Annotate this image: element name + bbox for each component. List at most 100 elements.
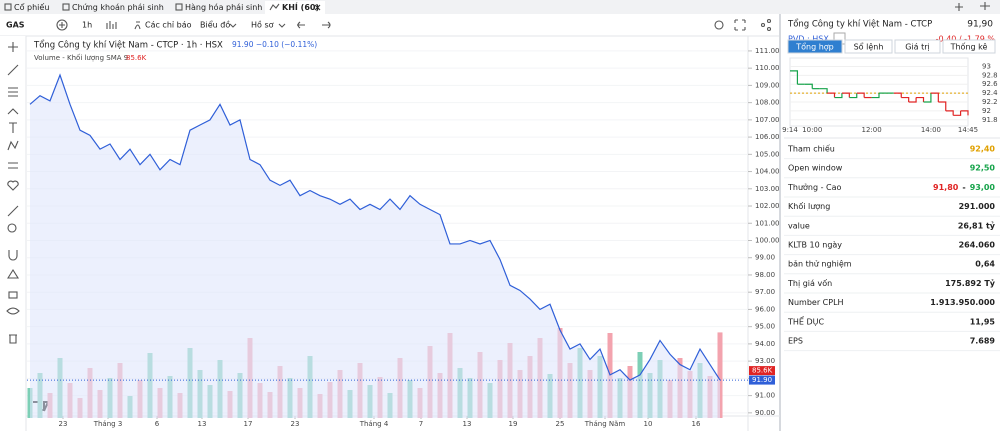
x-tick-label: 17 <box>244 420 253 428</box>
info-tab[interactable] <box>942 39 996 54</box>
mini-x-tick-label: 9:14 <box>782 126 798 134</box>
mini-line-segment <box>819 88 828 94</box>
y-tick-label: 99.00 <box>755 254 775 262</box>
y-tick-label: 97.00 <box>755 288 775 296</box>
mini-line-segment <box>893 92 902 98</box>
y-tick-label: 111.00 <box>755 47 780 55</box>
y-tick-label: 108.00 <box>755 99 780 107</box>
volume-label: 85.6K <box>752 367 773 375</box>
x-tick-label: Tháng Năm <box>584 420 626 428</box>
mini-line-segment <box>804 83 813 89</box>
volume-label-box <box>749 366 775 376</box>
indicator-value: 85.6K <box>126 54 147 62</box>
y-tick-label: 109.00 <box>755 81 780 89</box>
y-tick-label: 104.00 <box>755 168 780 176</box>
mini-line-segment <box>790 70 799 85</box>
row-value: 93,00 <box>970 183 996 192</box>
interval-button[interactable]: 1h <box>82 21 92 30</box>
info-tab-label[interactable]: Sổ lệnh <box>854 42 884 52</box>
y-tick-label: 106.00 <box>755 133 780 141</box>
ticker: PVD : HSX <box>788 35 829 44</box>
info-tab[interactable] <box>894 39 941 54</box>
mini-line-segment <box>841 92 850 98</box>
x-tick-label: 10 <box>644 420 653 428</box>
info-tab-label[interactable]: Giá trị <box>905 43 930 53</box>
row-label: EPS <box>788 337 803 346</box>
x-tick-label: Tháng 4 <box>359 420 389 428</box>
x-tick-label: 6 <box>155 420 160 428</box>
row-value: 92,50 <box>970 164 996 173</box>
mini-line-segment <box>930 92 939 102</box>
price-legend: 91.90 −0.10 (−0.11%) <box>232 40 317 49</box>
y-tick-label: 105.00 <box>755 150 780 158</box>
y-tick-label: 98.00 <box>755 271 775 279</box>
info-panel <box>781 14 1000 431</box>
toolbar-icons <box>56 18 772 32</box>
mini-line-segment <box>960 110 969 116</box>
row-label: THỂ DỤC <box>787 314 825 326</box>
mini-line-segment <box>908 97 917 103</box>
y-tick-label: 102.00 <box>755 202 780 210</box>
row-value: 291.000 <box>959 202 996 211</box>
y-tick-label: 90.00 <box>755 409 775 417</box>
row-label: Tham chiếu <box>787 144 835 154</box>
mini-line-segment <box>923 93 932 103</box>
toolbar <box>0 14 780 36</box>
x-tick-label: 16 <box>692 420 701 428</box>
row-label: KLTB 10 ngày <box>788 241 842 250</box>
mini-line-segment <box>871 93 880 99</box>
mini-y-tick-label: 92.2 <box>982 98 998 106</box>
price-label-box <box>749 375 775 385</box>
mini-x-tick-label: 14:00 <box>921 126 941 134</box>
tool-sidebar <box>0 36 26 431</box>
info-tab[interactable] <box>787 39 843 54</box>
chart-type-button[interactable]: Biểu đồ <box>200 20 230 30</box>
x-tick-label: 13 <box>463 420 472 428</box>
row-value: 92,40 <box>970 145 996 154</box>
active-tab <box>265 1 325 14</box>
row-label: Thưởng - Cao <box>787 182 842 192</box>
y-tick-label: 110.00 <box>755 64 780 72</box>
tab[interactable]: Hàng hóa phái sinh <box>185 2 262 12</box>
mini-line-segment <box>834 93 843 99</box>
profile-button[interactable]: Hồ sơ <box>251 20 274 30</box>
row-label: Thị giá vốn <box>787 278 832 289</box>
drawing-tools[interactable] <box>6 42 20 344</box>
row-label: Number CPLH <box>788 298 844 307</box>
row-value: - <box>962 183 965 192</box>
mini-x-tick-label: 14:45 <box>958 126 978 134</box>
info-tab-label[interactable]: Tổng hợp <box>795 42 834 52</box>
row-label: bản thử nghiệm <box>788 259 852 269</box>
tab-bar <box>0 0 1000 14</box>
mini-line-segment <box>916 96 925 102</box>
x-tick-label: 13 <box>198 420 207 428</box>
mini-y-tick-label: 92.4 <box>982 89 998 97</box>
mini-line-segment <box>849 93 858 99</box>
mini-chart-frame <box>789 57 969 127</box>
tab[interactable]: Cổ phiếu <box>14 2 49 12</box>
mini-line-segment <box>945 110 954 116</box>
tab[interactable]: KHÍ (60) <box>282 1 319 12</box>
indicators-button[interactable]: Các chỉ báo <box>145 20 192 30</box>
mini-line-segment <box>856 92 865 98</box>
indicator-name: Volume - Khối lượng SMA 9 <box>34 54 128 62</box>
mini-y-tick-label: 92 <box>982 107 991 115</box>
row-label: Open window <box>788 164 843 173</box>
tab[interactable]: Chứng khoán phái sinh <box>72 3 164 12</box>
info-tab-label[interactable]: Thống kê <box>950 42 988 52</box>
symbol[interactable]: GAS <box>6 21 25 30</box>
row-value: 26,81 tỷ <box>958 220 996 230</box>
company-name: Tổng Công ty khí Việt Nam - CTCP <box>787 19 932 30</box>
chart-title: Tổng Công ty khí Việt Nam - CTCP · 1h · … <box>33 40 223 51</box>
mini-y-tick-label: 92.6 <box>982 80 998 88</box>
info-tab[interactable] <box>844 39 893 54</box>
mini-y-tick-label: 93 <box>982 62 991 70</box>
y-tick-label: 107.00 <box>755 116 780 124</box>
mini-line-segment <box>827 92 836 98</box>
mini-line-segment <box>901 96 910 102</box>
price-line <box>29 73 721 381</box>
mini-y-tick-label: 92.8 <box>982 71 998 79</box>
x-tick-label: 23 <box>59 420 68 428</box>
row-value: 264.060 <box>959 241 996 250</box>
